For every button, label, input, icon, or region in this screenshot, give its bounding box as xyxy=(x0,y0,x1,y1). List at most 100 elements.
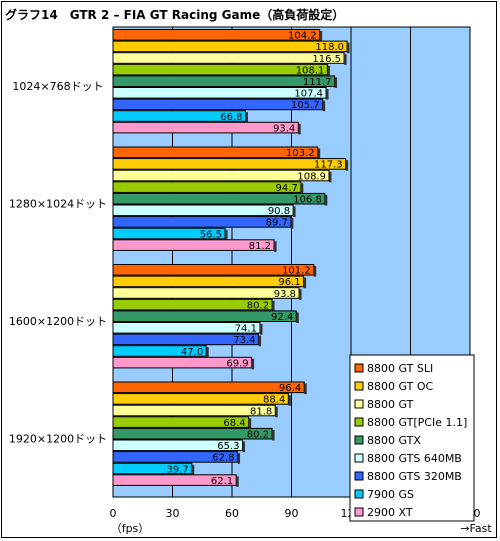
legend-label: 7900 GS xyxy=(367,488,414,501)
legend-swatch xyxy=(354,453,364,463)
bar-shadow xyxy=(313,266,317,277)
data-label: 105.7 xyxy=(291,100,320,111)
bar-shadow xyxy=(290,218,294,229)
data-label: 101.2 xyxy=(282,266,311,277)
x-tick-label: 0 xyxy=(110,507,117,520)
data-label: 92.4 xyxy=(271,312,293,323)
bar-shadow xyxy=(258,335,262,347)
data-label: 90.8 xyxy=(268,206,290,217)
bar-shadow xyxy=(328,171,332,183)
legend-swatch xyxy=(354,417,364,427)
legend-label: 8800 GTS 640MB xyxy=(367,452,462,465)
x-axis-unit-label: （fps） xyxy=(111,522,150,535)
data-label: 62.1 xyxy=(211,476,233,487)
legend-swatch xyxy=(354,381,364,391)
data-label: 56.5 xyxy=(200,229,222,240)
bar-shadow xyxy=(324,194,328,206)
data-label: 89.7 xyxy=(266,218,288,229)
bar xyxy=(112,52,345,64)
bar xyxy=(112,275,305,288)
bar xyxy=(112,310,297,322)
data-label: 65.3 xyxy=(217,441,239,452)
data-label: 94.7 xyxy=(276,183,298,194)
data-label: 81.8 xyxy=(250,406,272,417)
x-tick-label: 90 xyxy=(285,507,299,520)
data-label: 47.0 xyxy=(181,347,203,358)
data-label: 106.8 xyxy=(293,195,322,206)
data-label: 111.7 xyxy=(303,77,332,88)
bar-shadow xyxy=(272,429,275,441)
legend-swatch xyxy=(354,471,364,481)
bar xyxy=(112,158,347,170)
category-label: 1024×768ドット xyxy=(12,80,103,93)
legend-swatch xyxy=(354,399,364,409)
data-label: 69.9 xyxy=(226,358,248,369)
bar-shadow xyxy=(303,277,307,289)
bar xyxy=(112,75,336,88)
data-label: 81.2 xyxy=(249,241,271,252)
bar-shadow xyxy=(236,476,239,487)
data-label: 117.3 xyxy=(314,160,343,171)
legend-swatch xyxy=(354,435,364,445)
x-tick-label: 30 xyxy=(166,507,180,520)
data-label: 39.7 xyxy=(166,464,188,475)
plot-border xyxy=(112,26,471,498)
bar-shadow xyxy=(317,148,321,160)
data-label: 80.2 xyxy=(247,430,269,441)
bar-shadow xyxy=(299,289,302,300)
chart-title: グラフ14 GTR 2 – FIA GT Racing Game（高負荷設定） xyxy=(5,8,345,22)
data-label: 88.4 xyxy=(263,395,285,406)
legend-swatch xyxy=(354,363,364,373)
legend-label: 8800 GT SLI xyxy=(367,362,433,375)
category-label: 1600×1200ドット xyxy=(9,315,107,328)
legend-label: 8800 GT OC xyxy=(367,380,433,393)
data-label: 96.1 xyxy=(278,277,300,288)
bar-shadow xyxy=(347,42,350,54)
bar-shadow xyxy=(293,206,296,218)
bar-shadow xyxy=(248,418,252,429)
bar-shadow xyxy=(259,324,263,335)
bar-shadow xyxy=(225,229,228,241)
data-label: 62.8 xyxy=(212,453,234,464)
bar-shadow xyxy=(298,123,301,135)
bar xyxy=(112,40,348,53)
data-label: 80.2 xyxy=(247,300,269,311)
bar-shadow xyxy=(206,347,209,358)
bar xyxy=(112,393,289,405)
bar-shadow xyxy=(242,441,246,453)
bar xyxy=(112,121,299,134)
legend-label: 2900 XT xyxy=(367,506,413,519)
bar-shadow xyxy=(322,100,326,112)
bar xyxy=(112,204,294,217)
bar-shadow xyxy=(245,112,248,123)
data-label: 116.5 xyxy=(312,54,341,65)
bar xyxy=(112,287,300,299)
data-label: 108.9 xyxy=(297,171,326,182)
data-label: 74.1 xyxy=(235,324,257,335)
bar-shadow xyxy=(288,395,291,406)
bar-shadow xyxy=(272,300,275,312)
legend-label: 8800 GT xyxy=(367,398,414,411)
data-label: 73.4 xyxy=(233,335,255,346)
data-label: 104.2 xyxy=(288,31,317,42)
x-axis-direction-label: →Fast xyxy=(460,522,492,535)
bar-shadow xyxy=(274,241,277,252)
bar-shadow xyxy=(326,89,329,100)
category-label: 1280×1024ドット xyxy=(9,197,107,210)
bar-shadow xyxy=(296,312,299,323)
bar-shadow xyxy=(251,358,255,370)
bar-shadow xyxy=(237,453,241,464)
legend-label: 8800 GTX xyxy=(367,434,421,447)
bar-shadow xyxy=(334,77,338,88)
bar-shadow xyxy=(327,65,330,77)
legend-swatch xyxy=(354,489,364,499)
bar xyxy=(112,381,305,394)
data-label: 103.2 xyxy=(286,148,315,159)
data-label: 96.4 xyxy=(279,383,301,394)
bar-shadow xyxy=(275,406,278,418)
bar-shadow xyxy=(344,54,347,65)
category-label: 1920×1200ドット xyxy=(9,432,107,445)
